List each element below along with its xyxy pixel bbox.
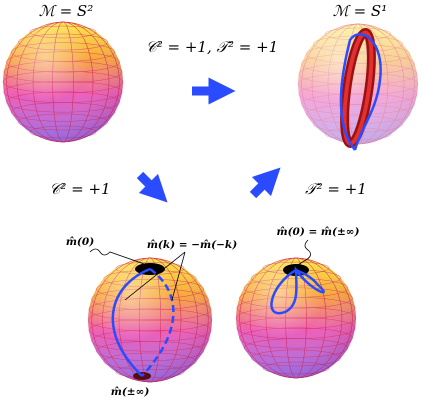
label: ℳ = S² xyxy=(39,2,93,20)
sphere xyxy=(235,257,357,379)
label: m̂(k) = −m̂(−k) xyxy=(147,239,237,251)
sphere xyxy=(2,21,124,143)
callout xyxy=(295,239,311,267)
arrow xyxy=(136,171,168,203)
label: 𝒞² = +1, 𝒯² = +1 xyxy=(146,38,278,56)
loop-curve xyxy=(339,33,382,151)
label: m̂(0) = m̂(±∞) xyxy=(276,226,359,238)
path-dashed xyxy=(141,267,175,377)
label: m̂(±∞) xyxy=(111,386,150,398)
arrow xyxy=(249,167,281,199)
label: m̂(0) xyxy=(66,236,94,248)
sphere xyxy=(87,257,213,383)
label: 𝒞² = +1 xyxy=(49,180,110,198)
callout xyxy=(124,251,186,301)
sphere xyxy=(297,23,419,145)
loop-curve xyxy=(270,266,325,315)
label: 𝒯² = +1 xyxy=(305,180,367,198)
label: ℳ = S¹ xyxy=(333,2,387,20)
path-solid xyxy=(111,267,151,377)
sphere-shine xyxy=(3,22,123,142)
sphere-shine xyxy=(236,258,356,378)
sphere-shine xyxy=(298,24,418,144)
sphere-shine xyxy=(88,258,212,382)
callout xyxy=(89,248,151,267)
spheres xyxy=(2,21,419,383)
